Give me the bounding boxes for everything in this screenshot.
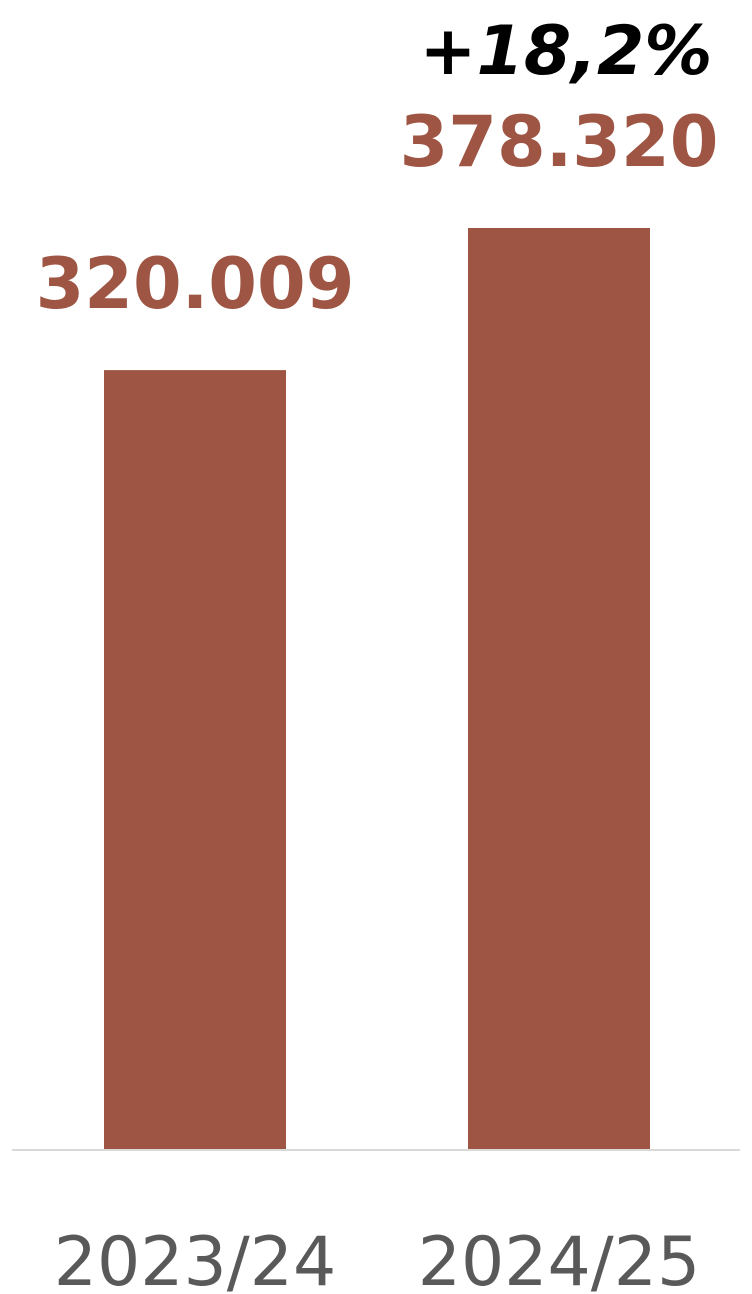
- data-label: 378.320: [400, 101, 719, 183]
- bars-group: [104, 228, 650, 1151]
- x-tick-label: 2024/25: [418, 1223, 701, 1294]
- bar-2024-25: [468, 228, 650, 1150]
- x-tick-label: 2023/24: [54, 1223, 337, 1294]
- growth-annotation: +18,2%: [420, 12, 713, 91]
- bar-2023-24: [104, 370, 286, 1151]
- data-label: 320.009: [36, 243, 355, 325]
- labels-group: 320.009 2023/24 378.320 2024/25: [36, 101, 719, 1294]
